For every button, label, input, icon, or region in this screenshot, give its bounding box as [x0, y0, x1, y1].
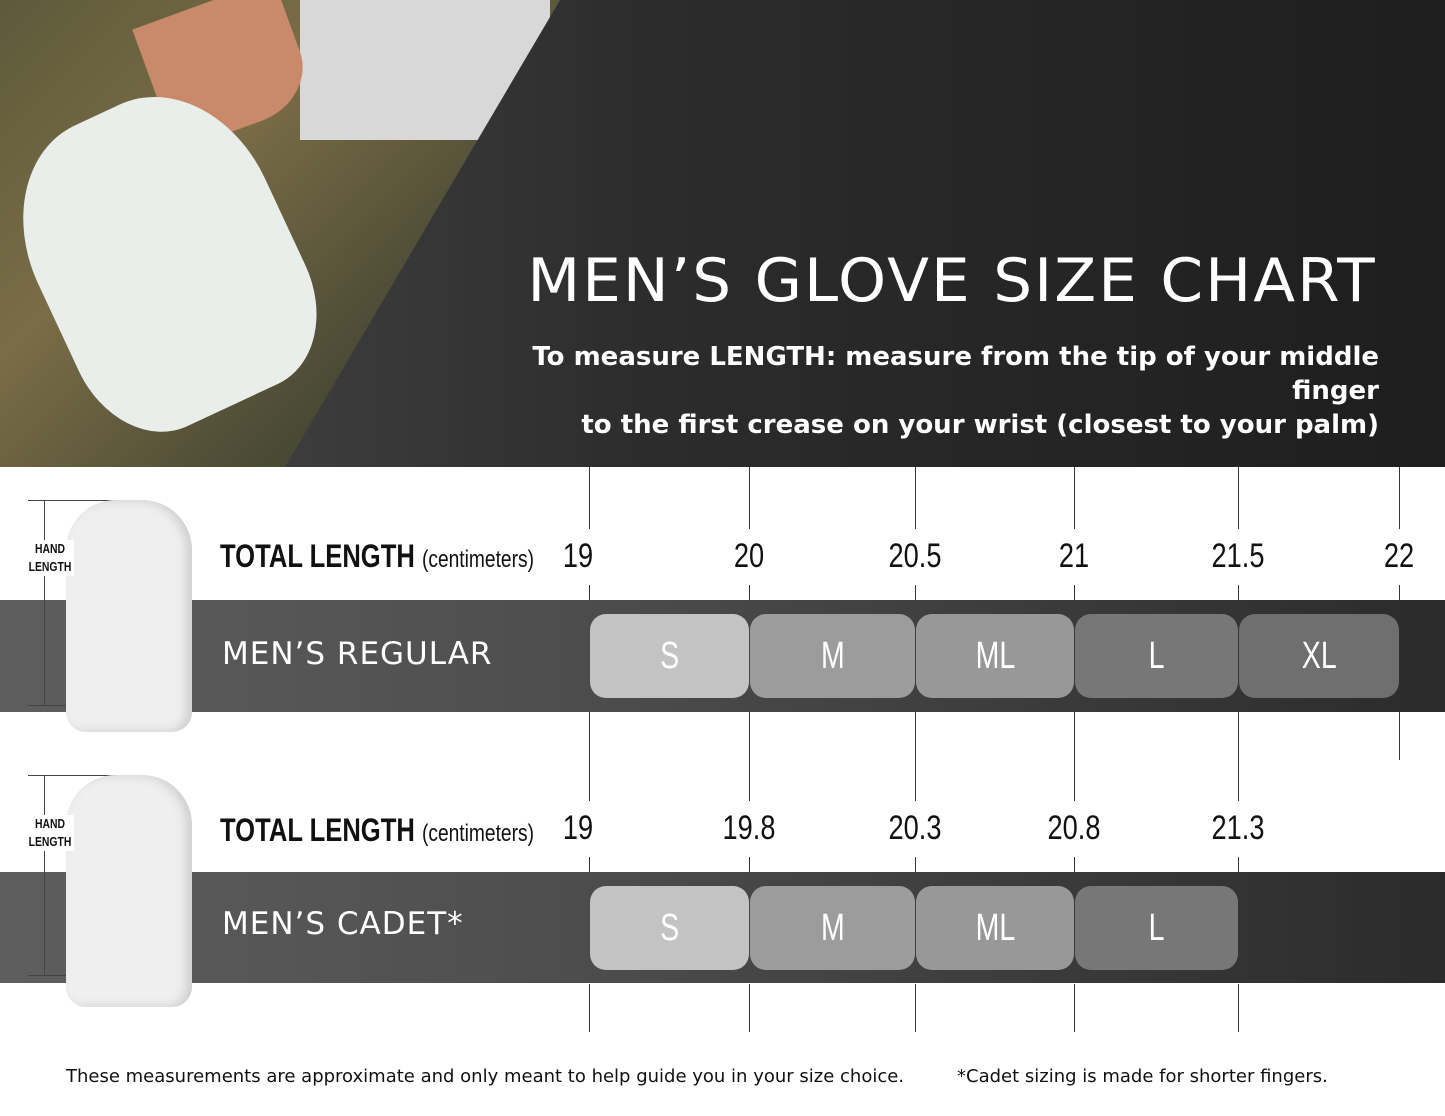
total-length-label: TOTAL LENGTH (centimeters) [220, 538, 534, 574]
page-title: MEN’S GLOVE SIZE CHART [527, 246, 1377, 316]
tick-line [1074, 857, 1075, 872]
tick-line [589, 984, 590, 1032]
size-label: ML [975, 634, 1015, 677]
length-tick-label: 20 [733, 537, 765, 575]
disclaimer: These measurements are approximate and o… [66, 1066, 905, 1087]
golfer-photo [0, 0, 560, 467]
measure-instructions: To measure LENGTH: measure from the tip … [479, 340, 1379, 442]
tick-line [589, 585, 590, 600]
tick-line [1074, 712, 1075, 760]
tick-line [1074, 739, 1075, 801]
tick-line [749, 857, 750, 872]
size-label: M [820, 634, 845, 677]
hand-length-dimension [44, 775, 45, 975]
tick-line [915, 739, 916, 801]
mens-cadet-label: MEN’S CADET* [222, 906, 464, 942]
size-label: S [659, 906, 680, 949]
total-length-label: TOTAL LENGTH (centimeters) [220, 812, 534, 848]
tick-line [1399, 585, 1400, 600]
size-l-pill: L [1075, 614, 1238, 698]
size-s-pill: S [590, 886, 749, 970]
length-tick-label: 21 [1058, 537, 1090, 575]
tick-line [1238, 857, 1239, 872]
cadet-note: *Cadet sizing is made for shorter finger… [957, 1066, 1328, 1087]
tick-line [915, 467, 916, 529]
tick-line [1074, 467, 1075, 529]
tick-line [915, 984, 916, 1032]
length-tick-label: 22 [1383, 537, 1415, 575]
tick-line [1238, 585, 1239, 600]
tick-line [1074, 984, 1075, 1032]
tick-line [589, 712, 590, 760]
tick-line [749, 712, 750, 760]
tick-line [749, 739, 750, 801]
instructions-line-2: to the first crease on your wrist (close… [581, 410, 1379, 440]
tick-line [749, 984, 750, 1032]
tick-line [589, 467, 590, 529]
tick-line [1238, 467, 1239, 529]
size-label: L [1148, 634, 1165, 677]
length-tick-label: 20.8 [1047, 809, 1101, 847]
size-label: XL [1301, 634, 1337, 677]
size-s-pill: S [590, 614, 749, 698]
tick-line [915, 857, 916, 872]
length-tick-label: 19 [562, 537, 594, 575]
tick-line [589, 739, 590, 801]
tick-line [1238, 712, 1239, 760]
tick-line [915, 585, 916, 600]
length-tick-label: 20.3 [888, 809, 942, 847]
tick-line [1238, 984, 1239, 1032]
tick-line [1399, 467, 1400, 529]
size-m-pill: M [750, 614, 915, 698]
size-label: M [820, 906, 845, 949]
tick-line [589, 857, 590, 872]
tick-line [1238, 739, 1239, 801]
length-tick-label: 21.5 [1211, 537, 1265, 575]
length-tick-label: 20.5 [888, 537, 942, 575]
tick-line [1074, 585, 1075, 600]
length-tick-label: 19.8 [722, 809, 776, 847]
header-banner: MEN’S GLOVE SIZE CHART To measure LENGTH… [0, 0, 1445, 467]
size-ml-pill: ML [916, 614, 1074, 698]
tick-line [1399, 712, 1400, 760]
length-tick-label: 21.3 [1211, 809, 1265, 847]
tick-line [749, 467, 750, 529]
hand-length-label: HAND LENGTH [26, 815, 74, 851]
size-l-pill: L [1075, 886, 1238, 970]
size-label: L [1148, 906, 1165, 949]
instructions-line-1: To measure LENGTH: measure from the tip … [532, 342, 1379, 406]
glove-icon [66, 775, 192, 1007]
size-label: ML [975, 906, 1015, 949]
length-tick-label: 19 [562, 809, 594, 847]
size-label: S [659, 634, 680, 677]
hand-length-label: HAND LENGTH [26, 540, 74, 576]
tick-line [749, 585, 750, 600]
hand-length-dimension [44, 500, 45, 705]
size-xl-pill: XL [1239, 614, 1399, 698]
mens-regular-label: MEN’S REGULAR [222, 636, 493, 672]
tick-line [915, 712, 916, 760]
size-m-pill: M [750, 886, 915, 970]
glove-icon [66, 500, 192, 732]
size-ml-pill: ML [916, 886, 1074, 970]
